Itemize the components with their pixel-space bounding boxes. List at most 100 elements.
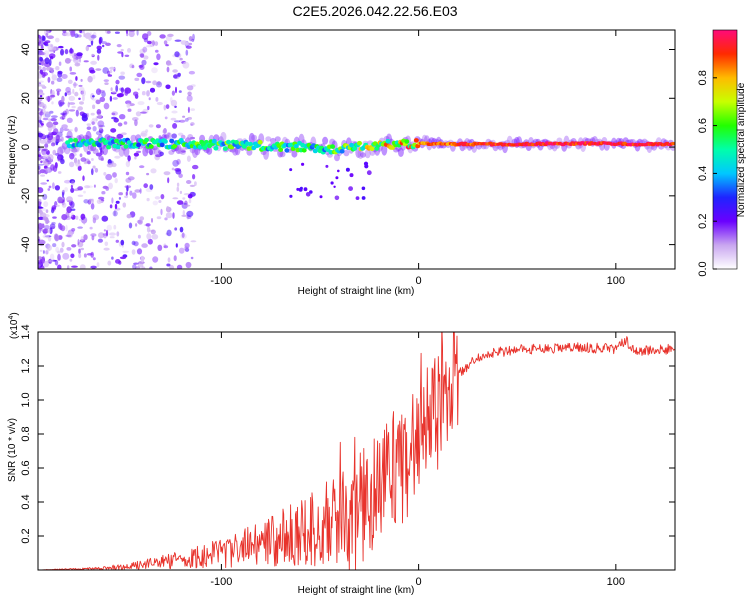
- spectrogram-noise-cell: [51, 205, 57, 211]
- spectrogram-noise-cell: [189, 184, 196, 187]
- spectrogram-noise-cell: [49, 110, 54, 114]
- spectrogram-noise-cell: [164, 116, 168, 120]
- spectrogram-noise-cell: [92, 257, 96, 261]
- snr-marks: [38, 332, 675, 570]
- spectrogram-noise-cell: [112, 210, 118, 217]
- spectrogram-noise-cell: [140, 53, 145, 58]
- spectrogram-noise-cell: [59, 101, 66, 105]
- spectrogram-noise-cell: [121, 132, 127, 136]
- snr-ytick-label: 0.2: [20, 528, 32, 543]
- spectrogram-noise-cell: [91, 198, 94, 204]
- spectrogram-noise-cell: [88, 36, 94, 42]
- spectrogram-ridge-cell: [301, 148, 307, 153]
- spectrogram-noise-cell: [78, 218, 82, 221]
- spectrogram-noise-cell: [184, 247, 190, 252]
- spectrogram-ridge-cell: [222, 146, 228, 151]
- spectrogram-noise-cell: [47, 43, 54, 51]
- spectrogram-noise-cell: [39, 139, 47, 144]
- spectrogram-noise-cell: [173, 255, 177, 262]
- snr-line: [38, 332, 675, 570]
- spectrogram-ridge-cell: [144, 137, 149, 143]
- spectrogram-noise-cell: [108, 182, 113, 190]
- spectrogram-noise-cell: [70, 187, 75, 193]
- spectrogram-noise-cell: [142, 46, 148, 53]
- spectrogram-noise-cell: [111, 111, 118, 116]
- spectrogram-noise-cell: [74, 126, 78, 132]
- spectrogram-noise-cell: [105, 42, 111, 46]
- spectrogram-noise-cell: [160, 194, 165, 200]
- spectrogram-noise-cell: [38, 256, 43, 260]
- spectrogram-noise-cell: [42, 229, 48, 235]
- spectrogram-ridge-cell: [357, 140, 362, 146]
- spectrogram-noise-cell: [40, 84, 45, 87]
- colorbar-tick-label: 0.0: [697, 261, 709, 276]
- spectrogram-lobe-cell: [305, 192, 311, 197]
- spectrogram-noise-cell: [95, 130, 103, 136]
- spectrogram-noise-cell: [80, 157, 87, 162]
- spectrogram-noise-cell: [74, 33, 79, 38]
- spectrogram-noise-cell: [87, 160, 91, 165]
- spectrogram-noise-cell: [139, 64, 145, 70]
- spectrogram-noise-cell: [186, 210, 194, 217]
- spectrogram-noise-cell: [116, 133, 124, 139]
- spectrogram-noise-cell: [127, 48, 131, 53]
- spectrogram-noise-cell: [57, 253, 61, 261]
- spectrogram-ytick-label: 20: [20, 92, 32, 104]
- spectrogram-halo-cell: [334, 153, 340, 162]
- spectrogram-noise-cell: [145, 45, 153, 48]
- spectrogram-noise-cell: [114, 155, 121, 159]
- spectrogram-noise-cell: [49, 253, 55, 261]
- spectrogram-halo-cell: [220, 131, 227, 142]
- spectrogram-noise-cell: [47, 154, 54, 161]
- spectrogram-noise-cell: [126, 103, 131, 108]
- spectrogram-noise-cell: [98, 196, 105, 200]
- spectrogram-noise-cell: [172, 212, 175, 219]
- spectrogram-noise-cell: [184, 42, 190, 46]
- spectrogram-noise-cell: [75, 161, 81, 167]
- spectrogram-noise-cell: [76, 52, 83, 57]
- spectrogram-noise-cell: [43, 165, 48, 169]
- spectrogram-noise-cell: [59, 223, 63, 231]
- spectrogram-ytick-label: 0: [20, 144, 32, 150]
- spectrogram-noise-cell: [153, 256, 158, 259]
- spectrogram-noise-cell: [92, 217, 97, 224]
- spectrogram-noise-cell: [98, 232, 105, 239]
- spectrogram-noise-cell: [47, 76, 51, 83]
- spectrogram-noise-cell: [61, 74, 68, 79]
- spectrogram-noise-cell: [136, 219, 142, 224]
- spectrogram-noise-cell: [120, 71, 125, 75]
- spectrogram-noise-cell: [42, 228, 49, 233]
- spectrogram-noise-cell: [165, 84, 171, 90]
- spectrogram-noise-cell: [44, 50, 50, 58]
- spectrogram-noise-cell: [42, 260, 45, 264]
- spectrogram-noise-cell: [179, 190, 182, 194]
- spectrogram-noise-cell: [97, 120, 105, 128]
- spectrogram-noise-cell: [167, 257, 171, 263]
- spectrogram-noise-cell: [187, 106, 190, 113]
- spectrogram-noise-cell: [109, 69, 113, 74]
- spectrogram-lobe-cell: [299, 186, 303, 190]
- spectrogram-noise-cell: [116, 93, 124, 98]
- spectrogram-noise-cell: [149, 229, 155, 232]
- spectrogram-noise-cell: [190, 256, 194, 260]
- spectrogram-noise-cell: [114, 31, 120, 34]
- spectrogram-noise-cell: [145, 80, 152, 84]
- spectrogram-noise-cell: [65, 135, 72, 138]
- spectrogram-noise-cell: [134, 156, 137, 160]
- spectrogram-noise-cell: [192, 33, 195, 41]
- spectrogram-noise-cell: [137, 219, 143, 225]
- spectrogram-noise-cell: [175, 169, 182, 175]
- spectrogram-noise-cell: [109, 66, 115, 70]
- spectrogram-noise-cell: [152, 40, 155, 46]
- spectrogram-noise-cell: [103, 79, 110, 82]
- spectrogram-noise-cell: [69, 161, 75, 168]
- svg-text:(x104): (x104): [8, 312, 20, 339]
- spectrogram-lobe-cell: [361, 186, 366, 191]
- spectrogram-noise-cell: [62, 252, 70, 260]
- spectrogram-noise-cell: [43, 260, 50, 268]
- spectrogram-noise-cell: [182, 115, 186, 118]
- spectrogram-noise-cell: [70, 201, 75, 209]
- spectrogram-noise-cell: [43, 201, 49, 208]
- spectrogram-noise-cell: [40, 174, 45, 177]
- spectrogram-halo-cell: [66, 130, 73, 140]
